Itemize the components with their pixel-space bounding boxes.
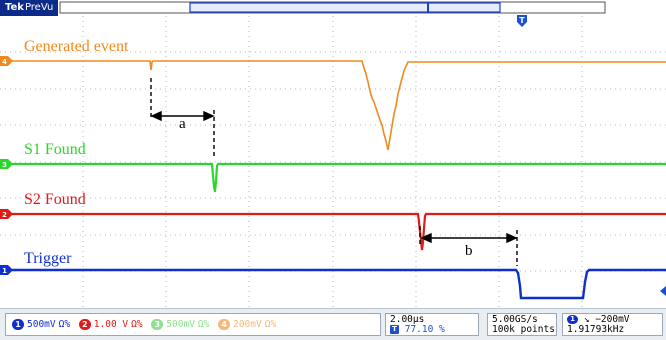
ch4-badge[interactable]: 4 bbox=[218, 319, 231, 330]
trigger-level-marker bbox=[660, 286, 666, 296]
trigger-frequency: 1.91793kHz bbox=[567, 324, 625, 335]
brand-logo: TekPreVu bbox=[0, 0, 59, 16]
trigger-slope-icon[interactable]: ↘ bbox=[583, 314, 590, 325]
trigger-settings[interactable]: 1 ↘ −200mV 1.91793kHz bbox=[562, 313, 663, 336]
trigger-level[interactable]: −200mV bbox=[595, 314, 630, 325]
trigger-source-badge[interactable]: 1 bbox=[567, 315, 578, 324]
horizontal-settings[interactable]: 2.00µs T 77.10 % bbox=[385, 313, 479, 336]
ch3-scale[interactable]: 500mV bbox=[166, 319, 195, 330]
svg-text:3: 3 bbox=[2, 161, 7, 169]
ch1-badge[interactable]: 1 bbox=[12, 319, 24, 330]
ch4-coupling: Ω% bbox=[264, 319, 277, 330]
label-s1-found: S1 Found bbox=[24, 141, 86, 158]
annotation-a-arrow bbox=[150, 78, 215, 156]
ch2-coupling: Ω% bbox=[131, 319, 143, 330]
ch3-waveform bbox=[8, 162, 666, 193]
ch1-waveform bbox=[8, 268, 666, 300]
ch1-coupling: Ω% bbox=[58, 319, 71, 330]
svg-text:1: 1 bbox=[2, 267, 7, 275]
ch1-level-marker[interactable]: 1 bbox=[0, 265, 13, 275]
timebase-value[interactable]: 2.00µs bbox=[390, 314, 425, 325]
ch2-level-marker[interactable]: 2 bbox=[0, 209, 13, 219]
record-view-bar[interactable] bbox=[0, 0, 666, 16]
record-length: 100k points bbox=[492, 324, 555, 335]
ch3-level-marker[interactable]: 3 bbox=[0, 159, 13, 169]
label-trigger: Trigger bbox=[24, 250, 72, 267]
top-bar: TekPreVu T bbox=[0, 0, 666, 27]
ch4-level-marker[interactable]: 4 bbox=[0, 56, 13, 66]
label-s2-found: S2 Found bbox=[24, 191, 86, 208]
position-icon: T bbox=[390, 325, 399, 334]
brand-name: Tek bbox=[5, 2, 24, 13]
ch3-coupling: Ω% bbox=[197, 319, 210, 330]
svg-text:2: 2 bbox=[2, 211, 7, 219]
ch4-scale[interactable]: 200mV bbox=[233, 319, 262, 330]
annotation-b-label: b bbox=[465, 243, 473, 259]
status-bar: 1 500mV Ω% 2 1.00 V Ω% 3 500mV Ω% 4 200mV Ω% 2.0… bbox=[0, 308, 666, 340]
ch2-badge[interactable]: 2 bbox=[78, 319, 91, 330]
vertical-settings[interactable]: 1 500mV Ω% 2 1.00 V Ω% 3 500mV Ω% 4 200mV Ω% bbox=[5, 313, 381, 336]
svg-text:4: 4 bbox=[2, 58, 7, 66]
ch2-waveform bbox=[8, 212, 666, 251]
ch3-badge[interactable]: 3 bbox=[151, 319, 164, 330]
acquisition-mode: PreVu bbox=[24, 2, 54, 13]
sample-rate: 5.00GS/s bbox=[492, 314, 538, 325]
svg-text:T: T bbox=[519, 16, 525, 25]
horizontal-position[interactable]: 77.10 % bbox=[404, 324, 445, 335]
waveform-graticule: 4 3 2 1 bbox=[0, 16, 666, 308]
annotation-a-label: a bbox=[179, 116, 186, 132]
trigger-position-icon[interactable]: T bbox=[515, 14, 529, 28]
annotation-b-arrow bbox=[419, 226, 518, 266]
label-generated-event: Generated event bbox=[24, 38, 129, 55]
acquisition-settings[interactable]: 5.00GS/s 100k points bbox=[487, 313, 557, 336]
ch1-scale[interactable]: 500mV bbox=[27, 319, 56, 330]
ch4-waveform bbox=[8, 60, 666, 151]
ch2-scale[interactable]: 1.00 V bbox=[93, 319, 129, 330]
